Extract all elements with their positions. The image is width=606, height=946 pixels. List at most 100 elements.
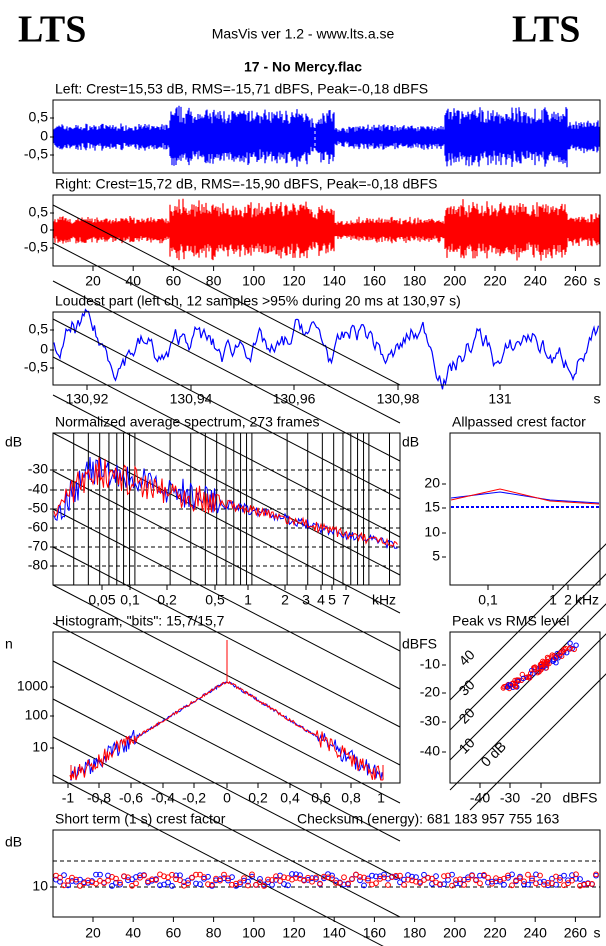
crest-point (149, 876, 155, 883)
y-tick-label: 0 (40, 221, 48, 237)
crest-point (585, 880, 591, 887)
x-tick-label: 131 (488, 391, 512, 407)
scatter-point (537, 661, 544, 668)
x-tick-label: 20 (85, 273, 101, 289)
crest-point (365, 875, 371, 882)
crest-point (309, 878, 315, 885)
crest-point (369, 872, 375, 879)
grid-line (52, 698, 401, 880)
crest-point (117, 879, 123, 886)
crest-point (393, 872, 399, 879)
crest-point (125, 874, 131, 881)
crest-point (285, 882, 291, 889)
crest-point (521, 878, 527, 885)
logo: LTS (512, 9, 580, 51)
grid-line (449, 543, 606, 701)
scatter-point (544, 654, 551, 661)
x-tick-label: 7 (342, 592, 350, 608)
crest-point (161, 873, 167, 880)
crest-point (357, 874, 363, 880)
crest-point (205, 881, 211, 888)
crest-point (209, 881, 215, 888)
y-tick-label: -30 (420, 713, 440, 729)
crest-point (153, 877, 159, 883)
crest-point (509, 882, 515, 889)
crest-point (449, 882, 455, 889)
crest-point (253, 881, 259, 888)
y-tick-label: 5 (432, 548, 440, 564)
scatter-point (504, 684, 511, 690)
crest-point (477, 872, 483, 879)
x-tick-label: 130,94 (170, 391, 213, 407)
crest-point (429, 875, 435, 882)
crest-point (73, 876, 79, 883)
panel-title: Loudest part (left ch, 12 samples >95% d… (55, 293, 461, 309)
axis-unit: kHz (372, 592, 396, 608)
crest-point (173, 872, 179, 879)
crest-point (577, 876, 583, 882)
x-tick-label: 260 (564, 273, 588, 289)
y-tick-label: -80 (28, 557, 48, 573)
y-tick-label: 10 (32, 878, 48, 894)
grid-line (52, 660, 401, 842)
x-tick-label: 60 (166, 925, 182, 941)
grid-line (52, 546, 401, 728)
x-tick-label: 80 (206, 925, 222, 941)
crest-point (77, 883, 83, 889)
crest-point (545, 880, 551, 886)
crest-point (249, 873, 255, 880)
crest-point (185, 877, 191, 884)
crest-point (365, 877, 371, 884)
x-tick-label: 3 (302, 592, 310, 608)
scatter-point (561, 646, 567, 652)
crest-point (81, 880, 87, 887)
plot-frame (52, 829, 601, 918)
crest-point (137, 872, 143, 879)
crest-point (497, 876, 503, 883)
crest-point (293, 875, 299, 881)
crest-point (133, 880, 139, 887)
crest-point (113, 875, 119, 882)
scatter-point (520, 675, 526, 682)
grid-line (52, 204, 401, 386)
crest-point (201, 874, 207, 881)
crest-point (469, 872, 475, 879)
crest-point (245, 878, 251, 885)
crest-point (549, 880, 555, 887)
x-tick-label: -30 (500, 790, 520, 806)
crest-point (65, 878, 71, 884)
scatter-point (557, 651, 563, 657)
scatter-point (573, 642, 579, 648)
y-tick-label: -60 (28, 519, 48, 535)
x-tick-label: 180 (403, 273, 427, 289)
x-tick-label: 60 (166, 273, 182, 289)
scatter-point (553, 654, 560, 660)
x-tick-label: 220 (483, 925, 507, 941)
grid-line (52, 774, 384, 946)
crest-point (173, 876, 179, 883)
crest-point (141, 872, 147, 879)
crest-point (573, 871, 579, 878)
scatter-point (512, 681, 518, 687)
crest-point (273, 877, 279, 883)
crest-point (165, 874, 171, 881)
crest-point (529, 877, 535, 884)
checksum: Checksum (energy): 681 183 957 755 163 (297, 811, 559, 827)
scatter-point (567, 645, 573, 651)
crest-point (481, 872, 487, 878)
x-tick-label: 1 (549, 592, 557, 608)
plot-frame (449, 631, 601, 784)
crest-point (441, 881, 447, 887)
x-tick-label: 5 (328, 592, 336, 608)
crest-point (169, 883, 175, 889)
x-tick-label: 130,96 (273, 391, 316, 407)
crest-point (93, 871, 99, 878)
crest-point (465, 876, 471, 883)
crest-point (409, 873, 415, 880)
crest-point (401, 876, 407, 883)
y-tick-label: -10 (420, 656, 440, 672)
crest-point (485, 874, 491, 881)
y-tick-label: 0,5 (29, 321, 49, 337)
crest-point (437, 881, 443, 887)
